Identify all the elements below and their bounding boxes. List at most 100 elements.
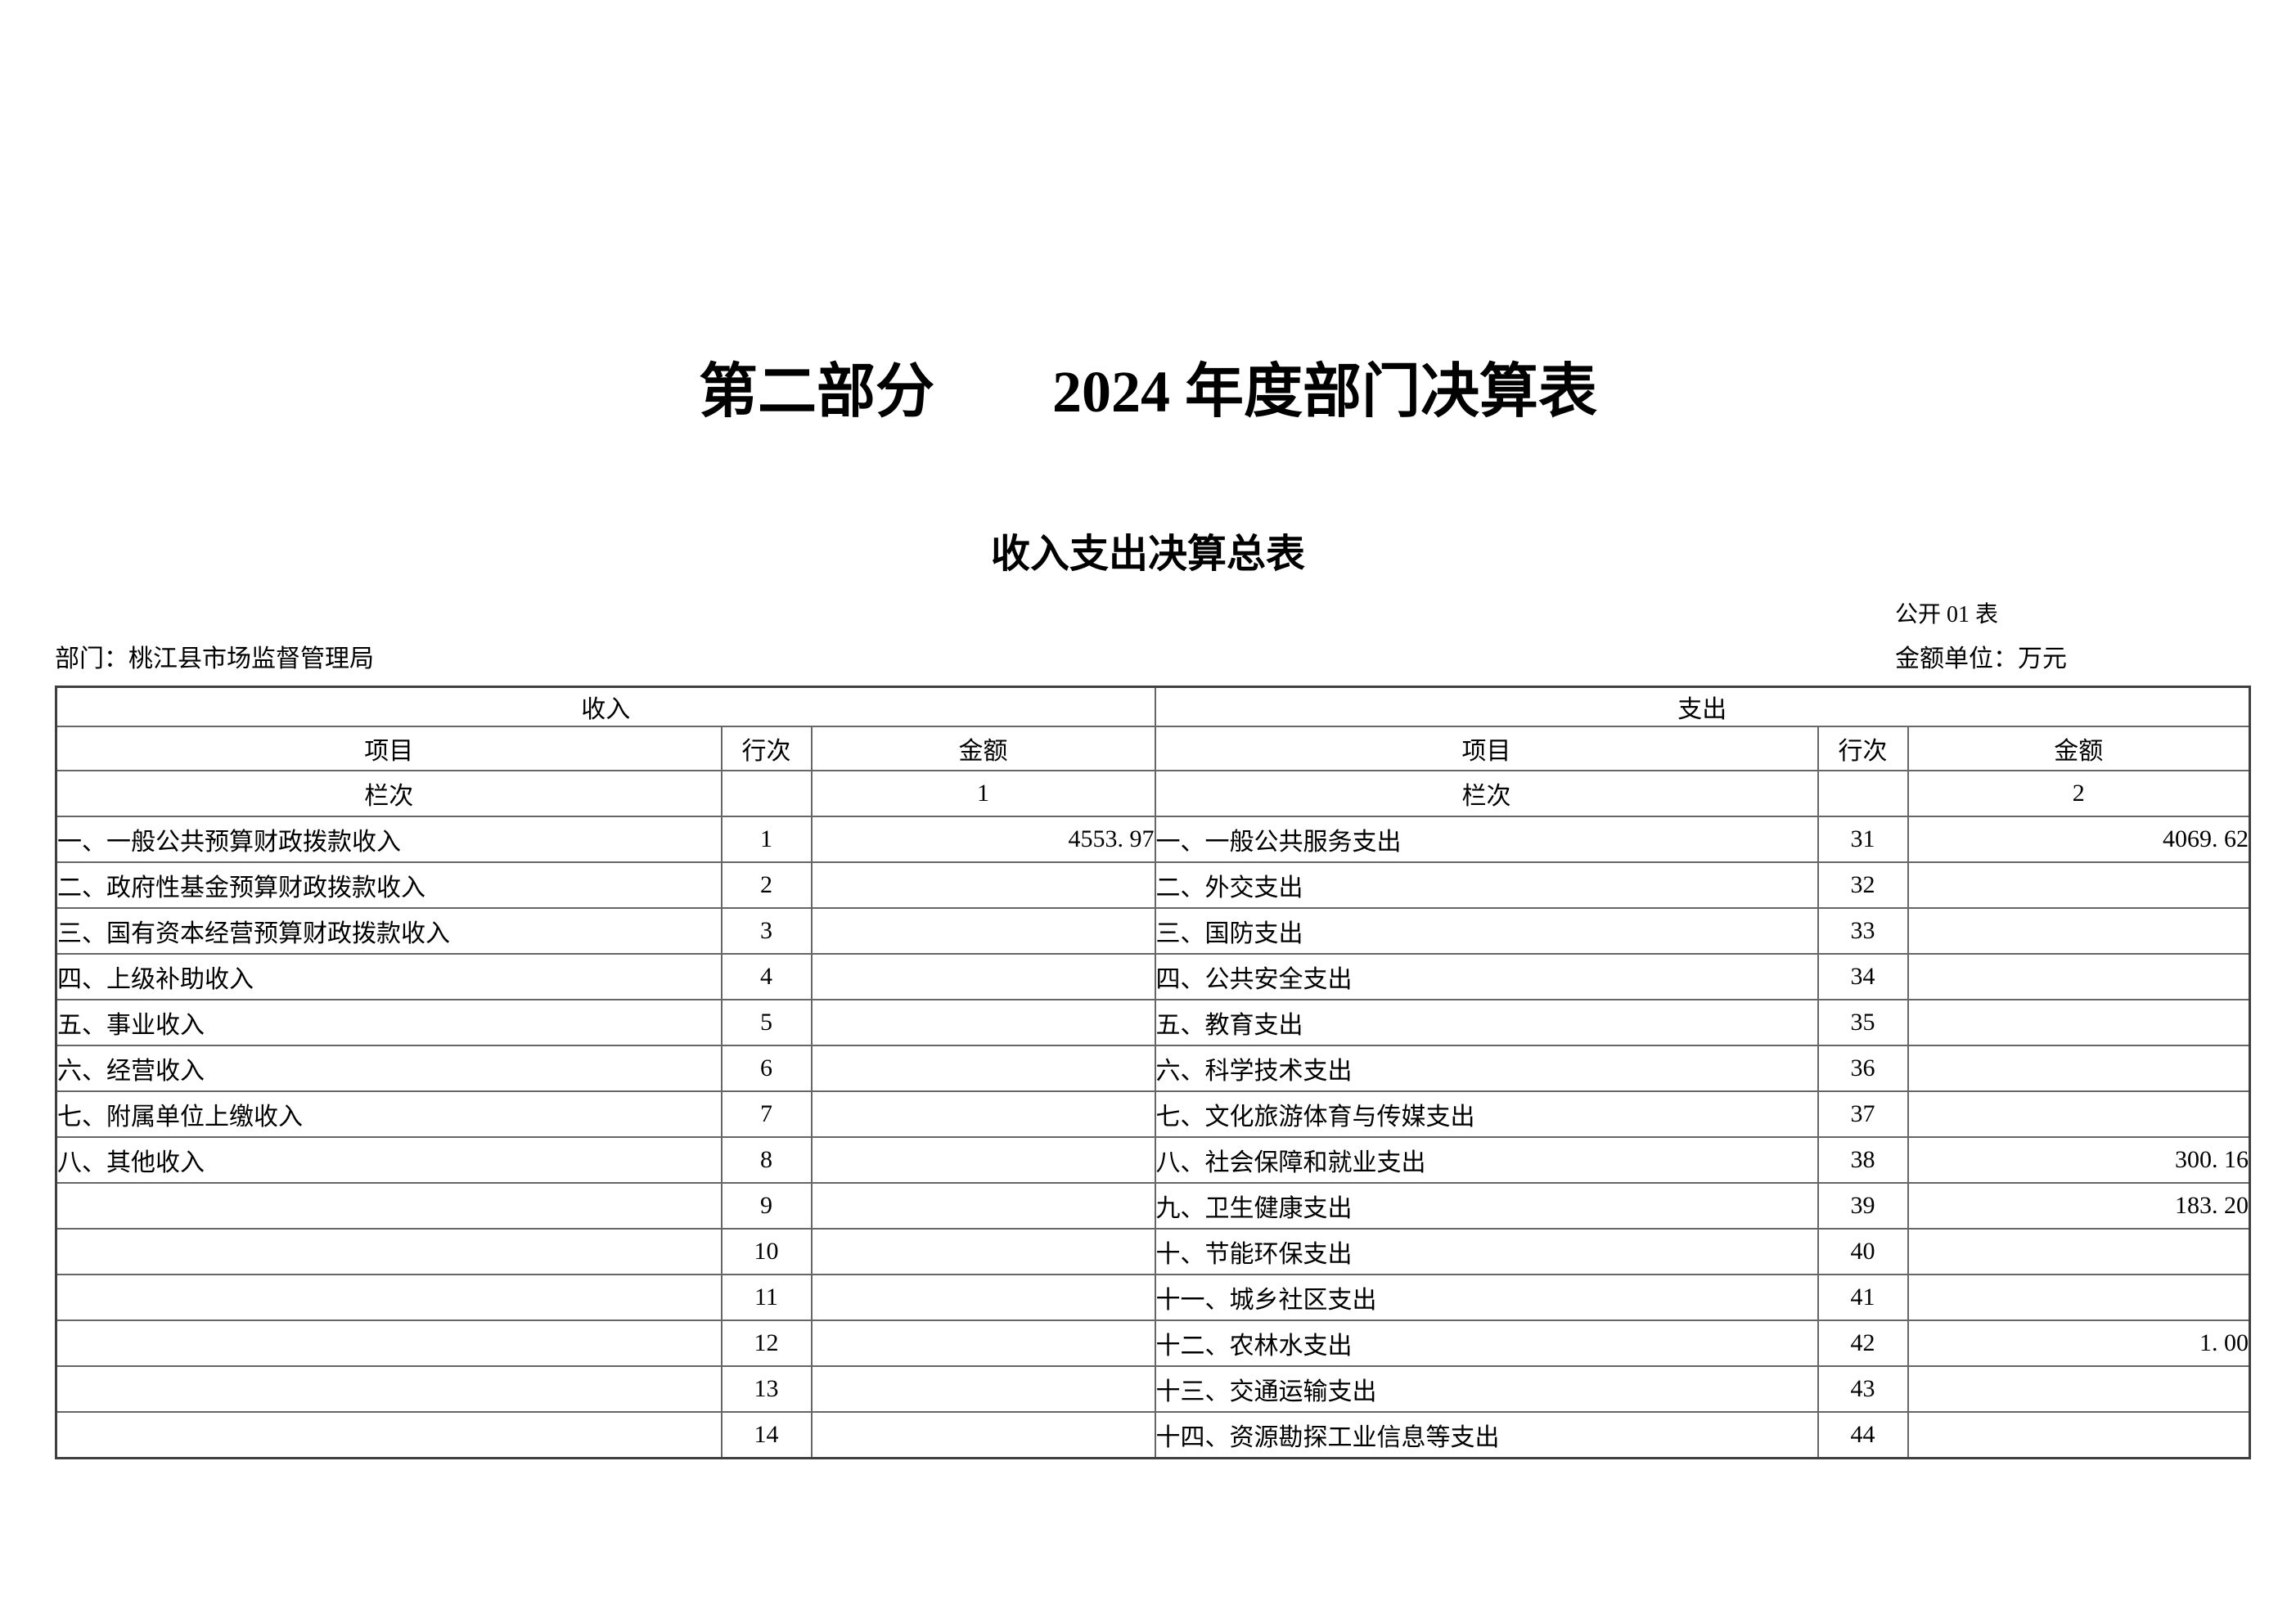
income-amount-cell [810,1411,1156,1459]
income-item-cell [55,1182,723,1230]
table-row: 四、上级补助收入 4 四、公共安全支出 34 [55,953,2251,1000]
column-header-row: 项目 行次 金额 项目 行次 金额 [55,726,2251,771]
expense-amount-header: 金额 [1907,726,2251,771]
expense-lane-empty [1817,770,1909,817]
expense-amount-cell: 1. 00 [1907,1320,2251,1367]
table-row: 六、经营收入 6 六、科学技术支出 36 [55,1045,2251,1092]
expense-item-cell: 十三、交通运输支出 [1154,1365,1819,1413]
table-row: 14 十四、资源勘探工业信息等支出 44 [55,1411,2251,1459]
income-item-cell: 五、事业收入 [55,999,723,1046]
table-row: 一、一般公共预算财政拨款收入 1 4553. 97 一、一般公共服务支出 31 … [55,816,2251,863]
expense-lane-label: 栏次 [1154,770,1819,817]
income-item-cell [55,1320,723,1367]
table-row: 三、国有资本经营预算财政拨款收入 3 三、国防支出 33 [55,907,2251,955]
expense-amount-cell [1907,1090,2251,1138]
income-item-cell [55,1365,723,1413]
income-item-cell [55,1228,723,1275]
expense-amount-cell [1907,1045,2251,1092]
income-expenditure-summary-table: 收入 支出 项目 行次 金额 项目 行次 金额 栏次 1 栏次 2 一、一般公共… [55,686,2252,1459]
section-header-row: 收入 支出 [55,686,2251,727]
expense-item-cell: 二、外交支出 [1154,861,1819,909]
expense-row-no-header: 行次 [1817,726,1909,771]
expense-row-no-cell: 32 [1817,861,1909,909]
income-amount-cell [810,1365,1156,1413]
page-title: 第二部分 2024 年度部门决算表 [698,359,1597,425]
expense-amount-cell: 4069. 62 [1907,816,2251,863]
expense-row-no-cell: 38 [1817,1136,1909,1184]
income-amount-cell [810,861,1156,909]
income-item-cell: 四、上级补助收入 [55,953,723,1000]
expense-item-cell: 三、国防支出 [1154,907,1819,955]
expense-item-cell: 十二、农林水支出 [1154,1320,1819,1367]
table-row: 9 九、卫生健康支出 39 183. 20 [55,1182,2251,1230]
table-row: 八、其他收入 8 八、社会保障和就业支出 38 300. 16 [55,1136,2251,1184]
expense-row-no-cell: 33 [1817,907,1909,955]
income-amount-cell [810,1320,1156,1367]
income-amount-header: 金额 [810,726,1156,771]
expense-row-no-cell: 34 [1817,953,1909,1000]
expense-amount-cell [1907,1365,2251,1413]
income-item-header: 项目 [55,726,723,771]
expense-row-no-cell: 40 [1817,1228,1909,1275]
income-item-cell [55,1274,723,1321]
expense-row-no-cell: 37 [1817,1090,1909,1138]
expense-item-cell: 五、教育支出 [1154,999,1819,1046]
income-amount-cell [810,1228,1156,1275]
income-amount-cell [810,1045,1156,1092]
expense-item-cell: 一、一般公共服务支出 [1154,816,1819,863]
table-row: 13 十三、交通运输支出 43 [55,1365,2251,1413]
income-amount-cell [810,907,1156,955]
expense-item-cell: 十四、资源勘探工业信息等支出 [1154,1411,1819,1459]
expense-row-no-cell: 35 [1817,999,1909,1046]
income-item-cell: 三、国有资本经营预算财政拨款收入 [55,907,723,955]
table-row: 10 十、节能环保支出 40 [55,1228,2251,1275]
income-row-no-cell: 10 [720,1228,813,1275]
income-amount-cell [810,999,1156,1046]
income-lane-number: 1 [810,770,1156,817]
expense-item-cell: 八、社会保障和就业支出 [1154,1136,1819,1184]
expense-item-cell: 十一、城乡社区支出 [1154,1274,1819,1321]
income-row-no-cell: 11 [720,1274,813,1321]
income-item-cell: 六、经营收入 [55,1045,723,1092]
expense-row-no-cell: 39 [1817,1182,1909,1230]
income-row-no-cell: 9 [720,1182,813,1230]
expense-row-no-cell: 41 [1817,1274,1909,1321]
table-row: 二、政府性基金预算财政拨款收入 2 二、外交支出 32 [55,861,2251,909]
income-amount-cell [810,1090,1156,1138]
expense-amount-cell [1907,861,2251,909]
income-row-no-cell: 8 [720,1136,813,1184]
income-amount-cell [810,1274,1156,1321]
table-row: 七、附属单位上缴收入 7 七、文化旅游体育与传媒支出 37 [55,1090,2251,1138]
table-row: 12 十二、农林水支出 42 1. 00 [55,1320,2251,1367]
expense-item-cell: 十、节能环保支出 [1154,1228,1819,1275]
income-row-no-cell: 4 [720,953,813,1000]
income-item-cell [55,1411,723,1459]
expense-lane-number: 2 [1907,770,2251,817]
lane-number-row: 栏次 1 栏次 2 [55,770,2251,817]
income-section-header: 收入 [55,686,1156,727]
department-label: 部门：桃江县市场监督管理局 [55,645,374,672]
expense-amount-cell: 183. 20 [1907,1182,2251,1230]
expense-amount-cell [1907,1411,2251,1459]
income-lane-label: 栏次 [55,770,723,817]
table-title: 收入支出决算总表 [990,533,1305,576]
expense-section-header: 支出 [1154,686,2251,727]
expense-item-header: 项目 [1154,726,1819,771]
expense-amount-cell [1907,1274,2251,1321]
income-row-no-cell: 5 [720,999,813,1046]
income-amount-cell [810,1182,1156,1230]
income-item-cell: 八、其他收入 [55,1136,723,1184]
amount-unit-label: 金额单位：万元 [1895,645,2067,672]
expense-item-cell: 七、文化旅游体育与传媒支出 [1154,1090,1819,1138]
income-amount-cell [810,953,1156,1000]
expense-row-no-cell: 44 [1817,1411,1909,1459]
income-item-cell: 七、附属单位上缴收入 [55,1090,723,1138]
table-row: 五、事业收入 5 五、教育支出 35 [55,999,2251,1046]
income-row-no-cell: 12 [720,1320,813,1367]
expense-row-no-cell: 36 [1817,1045,1909,1092]
income-row-no-cell: 7 [720,1090,813,1138]
income-amount-cell: 4553. 97 [810,816,1156,863]
expense-amount-cell [1907,1228,2251,1275]
income-amount-cell [810,1136,1156,1184]
